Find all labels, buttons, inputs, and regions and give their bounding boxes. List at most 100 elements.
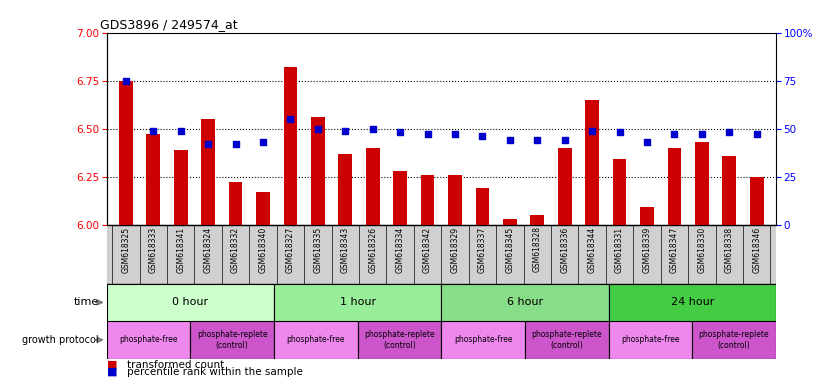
Text: GSM618338: GSM618338 [725,227,734,273]
Bar [557,148,571,225]
Text: GSM618340: GSM618340 [259,227,268,273]
Text: GSM618330: GSM618330 [697,227,706,273]
Bar [692,321,776,359]
Bar [420,175,434,225]
Bar [442,321,525,359]
Bar [119,81,133,225]
Bar [358,321,442,359]
Text: phosphate-free: phosphate-free [287,335,345,344]
Point [750,131,764,137]
Bar [146,134,160,225]
Point [503,137,516,143]
Bar [274,321,358,359]
Bar [174,150,188,225]
Point [448,131,461,137]
Text: GSM618347: GSM618347 [670,227,679,273]
Text: transformed count: transformed count [127,360,224,370]
Bar [667,148,681,225]
Text: 0 hour: 0 hour [172,297,209,308]
Text: GSM618329: GSM618329 [451,227,460,273]
Text: GDS3896 / 249574_at: GDS3896 / 249574_at [100,18,237,31]
Bar [366,148,379,225]
Bar [503,219,516,225]
Point [640,139,654,145]
Text: GSM618327: GSM618327 [286,227,295,273]
Bar [525,321,608,359]
Point [366,126,379,132]
Text: percentile rank within the sample: percentile rank within the sample [127,367,303,377]
Point [147,127,160,134]
Text: ■: ■ [107,360,117,370]
Text: phosphate-free: phosphate-free [621,335,680,344]
Text: phosphate-replete
(control): phosphate-replete (control) [365,330,435,349]
Text: GSM618336: GSM618336 [560,227,569,273]
Bar [608,284,776,321]
Bar [256,192,270,225]
Bar [585,100,599,225]
Text: phosphate-replete
(control): phosphate-replete (control) [699,330,769,349]
Bar [448,175,462,225]
Point [174,127,187,134]
Text: GSM618328: GSM618328 [533,227,542,272]
Point [722,129,736,136]
Bar [442,284,608,321]
Bar [107,284,274,321]
Point [695,131,709,137]
Text: phosphate-replete
(control): phosphate-replete (control) [197,330,268,349]
Text: GSM618339: GSM618339 [643,227,651,273]
Bar [311,117,325,225]
Bar [530,215,544,225]
Text: GSM618325: GSM618325 [122,227,131,273]
Point [339,127,352,134]
Point [393,129,406,136]
Point [558,137,571,143]
Text: GSM618324: GSM618324 [204,227,213,273]
Text: time: time [73,297,99,308]
Point [256,139,269,145]
Text: growth protocol: growth protocol [22,335,99,345]
Bar [750,177,764,225]
Text: phosphate-free: phosphate-free [454,335,512,344]
Bar [229,182,242,225]
Text: GSM618346: GSM618346 [752,227,761,273]
Text: GSM618341: GSM618341 [177,227,186,273]
Bar [107,321,190,359]
Point [229,141,242,147]
Point [311,126,324,132]
Text: 6 hour: 6 hour [507,297,543,308]
Point [476,133,489,139]
Bar [201,119,215,225]
Text: GSM618332: GSM618332 [232,227,240,273]
Text: 1 hour: 1 hour [340,297,376,308]
Bar [695,142,709,225]
Bar [475,188,489,225]
Point [421,131,434,137]
Bar [283,67,297,225]
Text: GSM618333: GSM618333 [149,227,158,273]
Text: GSM618335: GSM618335 [314,227,323,273]
Point [585,127,599,134]
Bar [338,154,352,225]
Point [667,131,681,137]
Point [530,137,544,143]
Point [284,116,297,122]
Bar [190,321,274,359]
Text: phosphate-free: phosphate-free [119,335,178,344]
Text: 24 hour: 24 hour [671,297,714,308]
Point [613,129,626,136]
Text: GSM618342: GSM618342 [423,227,432,273]
Text: GSM618326: GSM618326 [369,227,377,273]
Point [119,78,132,84]
Text: GSM618334: GSM618334 [396,227,405,273]
Text: phosphate-replete
(control): phosphate-replete (control) [531,330,602,349]
Text: GSM618337: GSM618337 [478,227,487,273]
Text: GSM618344: GSM618344 [588,227,597,273]
Text: ■: ■ [107,367,117,377]
Bar [640,207,654,225]
Text: GSM618343: GSM618343 [341,227,350,273]
Text: GSM618345: GSM618345 [506,227,514,273]
Bar [722,156,736,225]
Point [202,141,215,147]
Text: GSM618331: GSM618331 [615,227,624,273]
Bar [608,321,692,359]
